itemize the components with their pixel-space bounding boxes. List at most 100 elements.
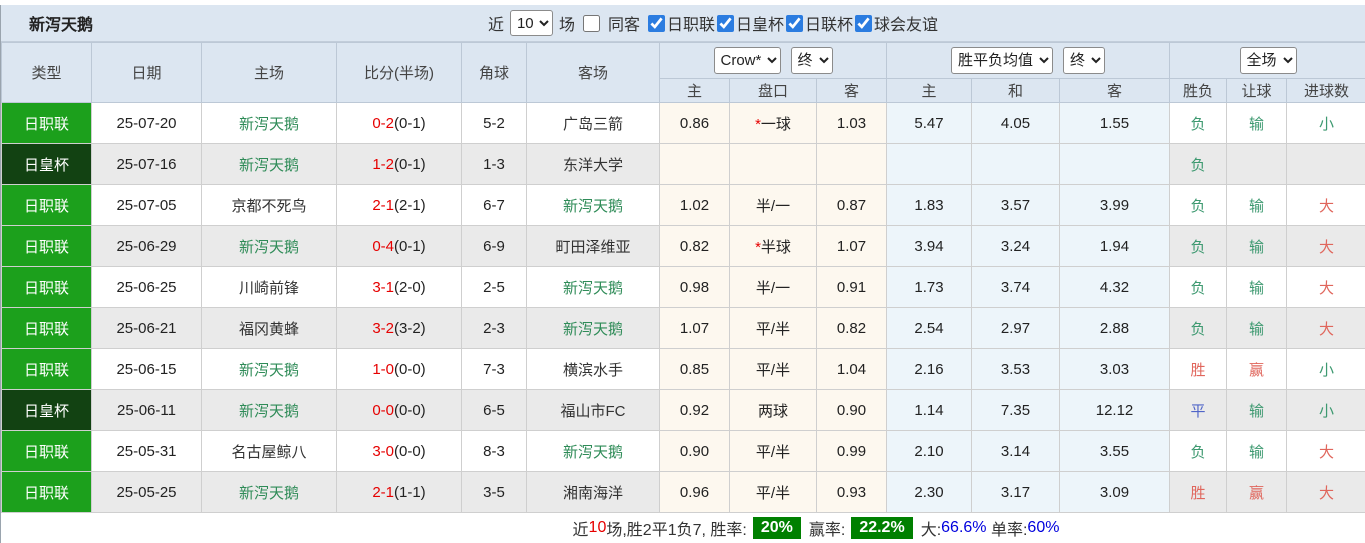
away-team-link[interactable]: 湘南海洋 [527, 472, 660, 513]
same-away-checkbox[interactable] [583, 15, 600, 32]
col-header-home: 主场 [202, 43, 337, 103]
home-team-link[interactable]: 新泻天鹅 [202, 103, 337, 144]
cell-avg-away-odds: 3.03 [1060, 349, 1170, 390]
cell-date: 25-06-25 [92, 267, 202, 308]
cell-avg-away-odds: 3.55 [1060, 431, 1170, 472]
cell-score: 1-2(0-1) [337, 144, 462, 185]
halftime-score: (0-0) [394, 443, 426, 460]
cell-result: 平 [1170, 390, 1227, 431]
summary-text: 大: [921, 516, 941, 540]
toolbar-controls: 近 10 场 同客 日职联日皇杯日联杯球会友谊 [488, 10, 938, 36]
cell-avg-draw-odds: 3.57 [972, 185, 1060, 226]
cell-league-type: 日职联 [2, 185, 92, 226]
recent-count-select[interactable]: 10 [510, 10, 553, 36]
away-team-link[interactable]: 广岛三箭 [527, 103, 660, 144]
away-team-link[interactable]: 新泻天鹅 [527, 431, 660, 472]
scope-select[interactable]: 全场 [1240, 47, 1297, 74]
cell-score: 3-0(0-0) [337, 431, 462, 472]
cell-handicap-result: 输 [1227, 308, 1287, 349]
cell-crow-away-odds [817, 144, 887, 185]
league-filter-checkbox[interactable] [648, 15, 665, 32]
home-team-link[interactable]: 川崎前锋 [202, 267, 337, 308]
summary-text: 60% [1027, 519, 1059, 537]
cell-score: 0-4(0-1) [337, 226, 462, 267]
cell-score: 0-0(0-0) [337, 390, 462, 431]
toolbar: 新泻天鹅 近 10 场 同客 日职联日皇杯日联杯球会友谊 [1, 5, 1365, 42]
col-header-avg-draw: 和 [972, 79, 1060, 103]
cell-date: 25-06-21 [92, 308, 202, 349]
cell-avg-draw-odds: 3.53 [972, 349, 1060, 390]
cell-result: 负 [1170, 185, 1227, 226]
away-team-link[interactable]: 横滨水手 [527, 349, 660, 390]
home-team-link[interactable]: 福冈黄蜂 [202, 308, 337, 349]
league-filter[interactable]: 日皇杯 [715, 11, 784, 35]
cell-score: 3-1(2-0) [337, 267, 462, 308]
home-team-link[interactable]: 京都不死鸟 [202, 185, 337, 226]
cell-handicap-result: 输 [1227, 390, 1287, 431]
halftime-score: (0-0) [394, 361, 426, 378]
league-filter[interactable]: 日职联 [646, 11, 715, 35]
cell-league-type: 日职联 [2, 226, 92, 267]
league-filter[interactable]: 日联杯 [784, 11, 853, 35]
cell-crow-away-odds: 1.03 [817, 103, 887, 144]
cell-result: 负 [1170, 144, 1227, 185]
col-header-away: 客场 [527, 43, 660, 103]
cell-goals-result: 大 [1287, 226, 1365, 267]
cell-corner: 2-5 [462, 267, 527, 308]
cell-corner: 1-3 [462, 144, 527, 185]
cell-score: 3-2(3-2) [337, 308, 462, 349]
cell-avg-draw-odds: 7.35 [972, 390, 1060, 431]
average-state-select[interactable]: 终 [1063, 47, 1105, 74]
halftime-score: (2-1) [394, 197, 426, 214]
cell-corner: 8-3 [462, 431, 527, 472]
league-filter-checkbox[interactable] [855, 15, 872, 32]
fulltime-score: 3-1 [372, 279, 394, 296]
cell-crow-handicap-line: 半/一 [730, 267, 817, 308]
league-filter[interactable]: 球会友谊 [853, 11, 938, 35]
same-away-label: 同客 [608, 11, 640, 35]
league-filter-checkbox[interactable] [717, 15, 734, 32]
home-team-link[interactable]: 新泻天鹅 [202, 390, 337, 431]
away-team-link[interactable]: 新泻天鹅 [527, 267, 660, 308]
summary-text: 单率: [987, 516, 1028, 540]
cell-league-type: 日职联 [2, 349, 92, 390]
home-team-link[interactable]: 新泻天鹅 [202, 349, 337, 390]
home-team-link[interactable]: 新泻天鹅 [202, 144, 337, 185]
cell-crow-handicap-line: 半/一 [730, 185, 817, 226]
summary-text: 赢率: [809, 516, 845, 540]
cell-handicap-result: 赢 [1227, 472, 1287, 513]
away-team-link[interactable]: 东洋大学 [527, 144, 660, 185]
fulltime-score: 1-0 [372, 361, 394, 378]
summary-text: 10 [589, 519, 607, 537]
cell-crow-handicap-line: 平/半 [730, 472, 817, 513]
bookmaker-state-select[interactable]: 终 [791, 47, 833, 74]
league-filter-checkbox[interactable] [786, 15, 803, 32]
average-odds-select[interactable]: 胜平负均值 [951, 47, 1053, 74]
bookmaker-select[interactable]: Crow* [714, 47, 781, 74]
cell-avg-home-odds: 2.54 [887, 308, 972, 349]
col-header-date: 日期 [92, 43, 202, 103]
fulltime-score: 0-4 [372, 238, 394, 255]
fulltime-score: 3-2 [372, 320, 394, 337]
cell-goals-result: 小 [1287, 349, 1365, 390]
recent-prefix-label: 近 [488, 11, 504, 35]
fulltime-score: 0-0 [372, 402, 394, 419]
halftime-score: (2-0) [394, 279, 426, 296]
home-team-link[interactable]: 名古屋鲸八 [202, 431, 337, 472]
cell-corner: 6-9 [462, 226, 527, 267]
cell-crow-away-odds: 1.07 [817, 226, 887, 267]
away-team-link[interactable]: 福山市FC [527, 390, 660, 431]
cell-avg-draw-odds: 4.05 [972, 103, 1060, 144]
cell-corner: 6-5 [462, 390, 527, 431]
halftime-score: (1-1) [394, 484, 426, 501]
home-team-link[interactable]: 新泻天鹅 [202, 472, 337, 513]
cell-date: 25-06-29 [92, 226, 202, 267]
away-team-link[interactable]: 新泻天鹅 [527, 308, 660, 349]
home-team-link[interactable]: 新泻天鹅 [202, 226, 337, 267]
away-team-link[interactable]: 新泻天鹅 [527, 185, 660, 226]
away-team-link[interactable]: 町田泽维亚 [527, 226, 660, 267]
cell-date: 25-07-16 [92, 144, 202, 185]
